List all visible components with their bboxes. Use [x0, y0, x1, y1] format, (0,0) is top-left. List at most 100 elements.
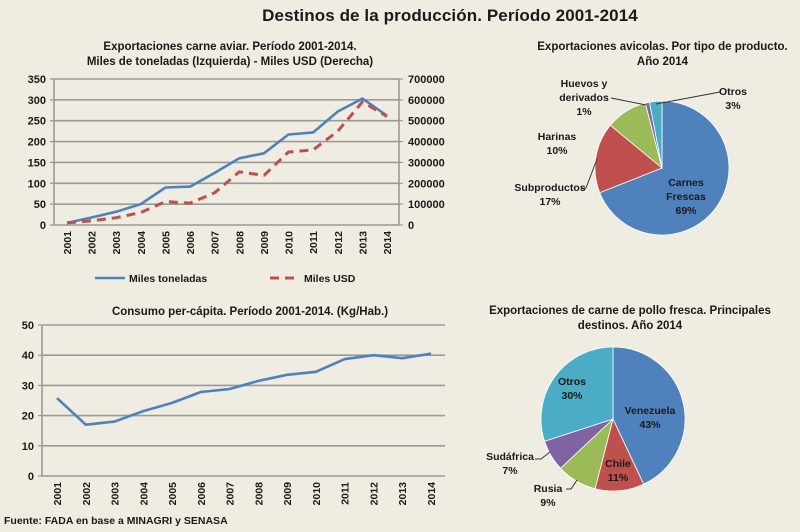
- x-tick-label: 2011: [340, 482, 352, 505]
- pie-slice-subproductos: [594, 124, 663, 194]
- x-tick-label: 2013: [397, 482, 409, 506]
- x-tick-label: 2005: [167, 482, 179, 506]
- chart3-title-line1: Consumo per-cápita. Período 2001-2014. (…: [111, 306, 389, 318]
- y2-tick-label: 0: [408, 220, 414, 232]
- chart2-title: Exportaciones avicolas. Por tipo de prod…: [525, 40, 800, 70]
- slice-label: Chile 11%: [605, 458, 631, 484]
- slice-label-line: Carnes: [668, 177, 704, 189]
- chart3-title: Consumo per-cápita. Período 2001-2014. (…: [60, 305, 440, 320]
- slice-label-line: Subproductos: [514, 182, 585, 194]
- x-tick-label: 2001: [62, 231, 74, 255]
- x-tick-label: 2002: [81, 482, 93, 506]
- slice-label: Harinas 10%: [538, 131, 577, 157]
- chart1-title-line2: Miles de toneladas (Izquierda) - Miles U…: [86, 56, 374, 68]
- leader-line: [535, 451, 551, 460]
- leader-line: [580, 158, 598, 190]
- slice-label-line: 11%: [608, 472, 629, 484]
- x-tick-label: 2003: [110, 482, 122, 506]
- x-tick-label: 2001: [52, 482, 64, 506]
- x-tick-label: 2008: [234, 231, 246, 255]
- x-tick-label: 2014: [426, 482, 438, 506]
- slice-label-line: Chile: [605, 458, 631, 470]
- x-tick-label: 2008: [253, 482, 265, 506]
- x-tick-label: 2012: [333, 231, 345, 255]
- x-tick-label: 2010: [311, 482, 323, 506]
- slice-label-line: 9%: [540, 497, 556, 509]
- chart2-title-line2: Año 2014: [636, 56, 689, 68]
- y-tick-label: 10: [22, 441, 34, 453]
- y-tick-label: 20: [22, 411, 34, 423]
- y-tick-label: 300: [28, 95, 46, 107]
- pie-slice-otros: [540, 346, 614, 442]
- slice-label-line: Harinas: [538, 131, 577, 143]
- y2-tick-label: 500000: [408, 116, 445, 128]
- y2-tick-label: 600000: [408, 95, 445, 107]
- y-tick-label: 350: [28, 74, 46, 86]
- x-tick-label: 2012: [368, 482, 380, 506]
- slice-label: Venezuela 43%: [625, 405, 676, 431]
- y-tick-label: 30: [22, 380, 34, 392]
- slice-label-line: 7%: [502, 465, 518, 477]
- x-tick-label: 2011: [308, 231, 320, 254]
- slice-label: Carnes Frescas 69%: [666, 177, 706, 217]
- series-line-kg-hab-: [56, 352, 432, 427]
- y2-tick-label: 700000: [408, 74, 445, 86]
- slice-label-line: 69%: [675, 205, 697, 217]
- x-tick-label: 2007: [225, 482, 237, 506]
- x-tick-label: 2013: [357, 231, 369, 255]
- chart4-title-line1: Exportaciones de carne de pollo fresca. …: [489, 305, 771, 317]
- slice-label: Huevos y derivados 1%: [559, 78, 609, 118]
- y-tick-label: 0: [28, 471, 34, 483]
- source-note: Fuente: FADA en base a MINAGRI y SENASA: [4, 515, 228, 527]
- x-tick-label: 2006: [185, 231, 197, 255]
- pie-slice-carnes-frescas: [599, 100, 730, 236]
- slice-label-line: derivados: [559, 92, 609, 104]
- leader-line: [566, 479, 578, 490]
- y-tick-label: 50: [34, 199, 46, 211]
- slice-label: Otros 3%: [719, 86, 747, 112]
- chart4-title: Exportaciones de carne de pollo fresca. …: [460, 304, 800, 334]
- leader-line: [610, 97, 647, 106]
- slice-label-line: 43%: [639, 419, 661, 431]
- y-tick-label: 50: [22, 320, 34, 332]
- series-line-miles-toneladas: [66, 97, 388, 225]
- y-tick-label: 0: [40, 220, 46, 232]
- leader-line: [655, 91, 721, 105]
- y2-tick-label: 400000: [408, 137, 445, 149]
- chart4-title-line2: destinos. Año 2014: [577, 320, 683, 332]
- y2-tick-label: 100000: [408, 199, 445, 211]
- x-tick-label: 2004: [138, 482, 150, 506]
- per-capita-line-chart: 0 10 20 30 40 50 2001 2002 2003 2004 2005 2006 2007 2…: [22, 320, 445, 505]
- x-tick-label: 2004: [136, 231, 148, 255]
- chart1-title-line1: Exportaciones carne aviar. Período 2001-…: [103, 41, 357, 53]
- pie-slice-venezuela: [612, 346, 686, 485]
- destinations-pie-chart: Venezuela 43% Chile 11% Rusia 9% Sudáfrica 7% Ot…: [486, 346, 686, 509]
- y2-tick-label: 200000: [408, 178, 445, 190]
- y-tick-label: 100: [28, 178, 46, 190]
- slice-label-line: 10%: [546, 145, 568, 157]
- slice-label-line: Otros: [558, 376, 586, 388]
- slice-label-line: Sudáfrica: [486, 451, 534, 463]
- slice-label-line: Frescas: [666, 191, 706, 203]
- slice-label-line: 30%: [561, 390, 583, 402]
- x-tick-label: 2010: [284, 231, 296, 255]
- x-tick-label: 2009: [282, 482, 294, 506]
- chart1-title: Exportaciones carne aviar. Período 2001-…: [40, 40, 420, 70]
- y2-tick-label: 300000: [408, 157, 445, 169]
- x-tick-label: 2002: [87, 231, 99, 255]
- x-tick-label: 2005: [160, 231, 172, 255]
- exports-line-chart: 0 50 100 150 200 250 300 350 0 100000 200000 300000…: [28, 74, 445, 285]
- slice-label: Subproductos 17%: [514, 182, 585, 208]
- page-title: Destinos de la producción. Período 2001-…: [262, 6, 638, 25]
- x-tick-label: 2003: [111, 231, 123, 255]
- slice-label-line: Huevos y: [561, 78, 608, 90]
- slice-label: Rusia 9%: [534, 483, 563, 509]
- y-tick-label: 40: [22, 350, 34, 362]
- x-tick-label: 2014: [382, 231, 394, 255]
- pie-slice-otros: [648, 100, 663, 169]
- series-line-miles-usd: [66, 100, 388, 225]
- slice-label-line: 17%: [539, 196, 561, 208]
- x-tick-label: 2007: [210, 231, 222, 255]
- x-tick-label: 2006: [196, 482, 208, 506]
